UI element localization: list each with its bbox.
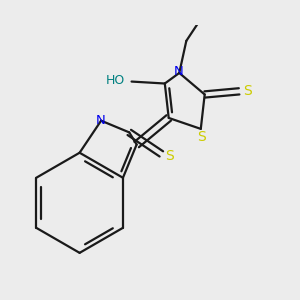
Text: HO: HO — [105, 74, 124, 87]
Text: N: N — [96, 114, 106, 127]
Text: N: N — [174, 65, 183, 78]
Text: S: S — [166, 149, 174, 163]
Text: S: S — [197, 130, 206, 145]
Text: S: S — [243, 84, 252, 98]
